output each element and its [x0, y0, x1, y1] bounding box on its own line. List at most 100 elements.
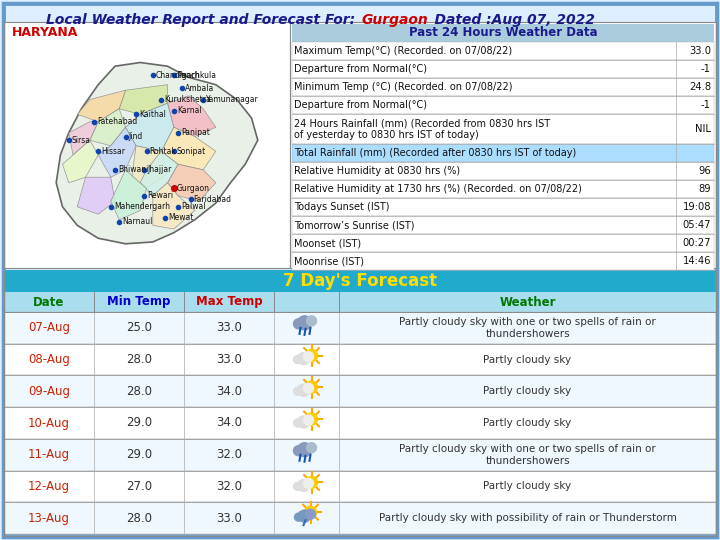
Circle shape [305, 476, 318, 488]
Text: 10-Aug: 10-Aug [28, 416, 70, 429]
Polygon shape [140, 151, 178, 195]
Text: Ambala: Ambala [185, 84, 215, 93]
Polygon shape [168, 96, 216, 137]
Text: 00:27: 00:27 [683, 238, 711, 248]
FancyBboxPatch shape [4, 22, 290, 268]
Text: Partly cloudy sky with one or two spells of rain or
thundershowers: Partly cloudy sky with one or two spells… [399, 444, 656, 465]
FancyBboxPatch shape [4, 439, 716, 470]
FancyBboxPatch shape [292, 114, 714, 144]
Circle shape [294, 319, 304, 329]
Text: Max Temp: Max Temp [196, 295, 262, 308]
Text: Yamunanagar: Yamunanagar [206, 95, 259, 104]
Text: 7 Day's Forecast: 7 Day's Forecast [283, 272, 437, 290]
Polygon shape [161, 127, 216, 170]
Text: Karnal: Karnal [177, 106, 202, 115]
Text: 28.0: 28.0 [126, 511, 152, 525]
Text: 28.0: 28.0 [126, 385, 152, 398]
Text: 33.0: 33.0 [216, 511, 242, 525]
Text: Moonrise (IST): Moonrise (IST) [294, 256, 364, 266]
Text: Sirsa: Sirsa [72, 136, 91, 145]
Polygon shape [98, 127, 136, 177]
Circle shape [294, 355, 302, 363]
FancyBboxPatch shape [292, 24, 714, 42]
Text: HARYANA: HARYANA [12, 26, 78, 39]
Text: 09-Aug: 09-Aug [28, 385, 70, 398]
FancyBboxPatch shape [4, 344, 716, 375]
Text: 07-Aug: 07-Aug [28, 321, 70, 334]
Circle shape [294, 446, 304, 456]
Text: Gurgaon: Gurgaon [177, 184, 210, 193]
FancyBboxPatch shape [292, 180, 714, 198]
Text: Relative Humidity at 1730 hrs (%) (Recorded. on 07/08/22): Relative Humidity at 1730 hrs (%) (Recor… [294, 184, 582, 194]
Circle shape [305, 509, 315, 519]
Text: 12-Aug: 12-Aug [28, 480, 70, 493]
FancyBboxPatch shape [292, 252, 714, 270]
Circle shape [297, 384, 310, 396]
Circle shape [304, 415, 313, 425]
Circle shape [297, 416, 310, 428]
Circle shape [297, 480, 310, 491]
Circle shape [305, 349, 318, 362]
Polygon shape [153, 183, 195, 229]
FancyBboxPatch shape [292, 60, 714, 78]
Text: 33.0: 33.0 [216, 353, 242, 366]
Text: 24 Hours Rainfall (mm) (Recorded from 0830 hrs IST
of yesterday to 0830 hrs IST : 24 Hours Rainfall (mm) (Recorded from 08… [294, 118, 550, 140]
Text: 96: 96 [698, 166, 711, 176]
Circle shape [297, 316, 312, 330]
Text: 32.0: 32.0 [216, 448, 242, 461]
Text: 89: 89 [698, 184, 711, 194]
Text: Gurgaon: Gurgaon [362, 13, 428, 27]
Circle shape [307, 443, 317, 453]
Text: Moonset (IST): Moonset (IST) [294, 238, 361, 248]
FancyBboxPatch shape [4, 407, 716, 439]
Text: Mewat: Mewat [168, 213, 194, 222]
Circle shape [305, 381, 318, 393]
Circle shape [297, 353, 310, 364]
Text: Minimum Temp (°C) (Recorded. on 07/08/22): Minimum Temp (°C) (Recorded. on 07/08/22… [294, 82, 513, 92]
Text: NIL: NIL [695, 124, 711, 134]
FancyBboxPatch shape [4, 375, 716, 407]
Text: Partly cloudy sky: Partly cloudy sky [483, 418, 572, 428]
Text: Total Rainfall (mm) (Recorded after 0830 hrs IST of today): Total Rainfall (mm) (Recorded after 0830… [294, 148, 576, 158]
Text: Tomorrow’s Sunrise (IST): Tomorrow’s Sunrise (IST) [294, 220, 415, 230]
Text: Rohtak: Rohtak [150, 147, 176, 156]
Text: Departure from Normal(°C): Departure from Normal(°C) [294, 100, 427, 110]
FancyBboxPatch shape [292, 216, 714, 234]
FancyBboxPatch shape [4, 312, 716, 344]
Text: Partly cloudy sky: Partly cloudy sky [483, 355, 572, 365]
Text: 33.0: 33.0 [216, 321, 242, 334]
Text: Fatehabad: Fatehabad [97, 117, 138, 126]
Text: Kurukshetra: Kurukshetra [164, 95, 211, 104]
Text: Dated :Aug 07, 2022: Dated :Aug 07, 2022 [415, 13, 595, 27]
Text: 19:08: 19:08 [683, 202, 711, 212]
Polygon shape [56, 63, 258, 244]
Text: Past 24 Hours Weather Data: Past 24 Hours Weather Data [409, 26, 598, 39]
Circle shape [305, 506, 317, 518]
Text: Hissar: Hissar [102, 147, 125, 156]
Text: Relative Humidity at 0830 hrs (%): Relative Humidity at 0830 hrs (%) [294, 166, 460, 176]
Text: Partly cloudy sky with one or two spells of rain or
thundershowers: Partly cloudy sky with one or two spells… [399, 317, 656, 339]
FancyBboxPatch shape [292, 144, 714, 162]
Text: Todays Sunset (IST): Todays Sunset (IST) [294, 202, 390, 212]
Polygon shape [168, 164, 216, 201]
Text: Weather: Weather [499, 295, 556, 308]
Text: Mahendergarh: Mahendergarh [114, 202, 170, 211]
Text: -1: -1 [701, 64, 711, 74]
Text: Jind: Jind [128, 132, 143, 141]
Text: Rewari: Rewari [148, 191, 174, 200]
Circle shape [304, 383, 313, 393]
Text: Palwal: Palwal [181, 202, 205, 211]
Circle shape [305, 413, 318, 425]
Polygon shape [125, 103, 174, 151]
FancyBboxPatch shape [292, 96, 714, 114]
Text: Partly cloudy sky: Partly cloudy sky [483, 386, 572, 396]
FancyBboxPatch shape [292, 78, 714, 96]
Text: 28.0: 28.0 [126, 353, 152, 366]
Text: 33.0: 33.0 [689, 46, 711, 56]
FancyBboxPatch shape [4, 270, 716, 292]
Polygon shape [77, 177, 115, 214]
Polygon shape [63, 140, 98, 183]
Text: Sonipat: Sonipat [177, 147, 206, 156]
Text: 25.0: 25.0 [126, 321, 152, 334]
Circle shape [299, 510, 310, 522]
